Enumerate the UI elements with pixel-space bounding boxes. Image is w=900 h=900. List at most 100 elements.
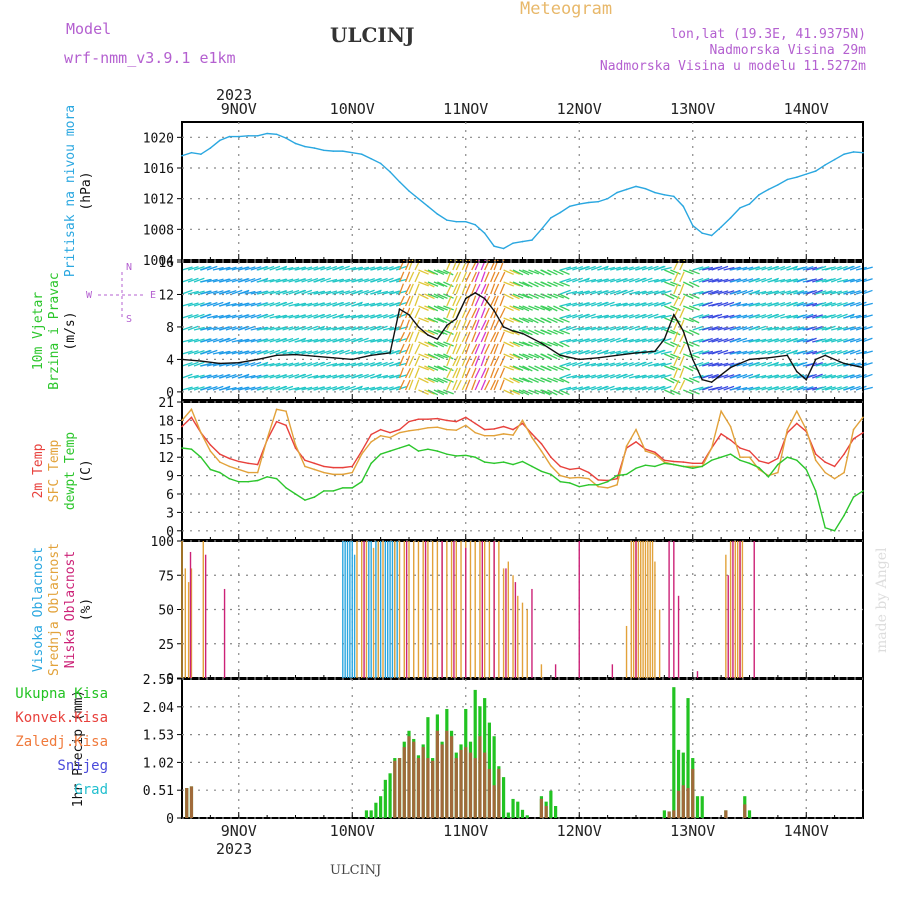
wind-barb xyxy=(352,301,363,307)
wind-barb xyxy=(193,277,205,283)
wind-barb xyxy=(269,301,281,307)
data-point xyxy=(190,408,193,411)
wind-barb xyxy=(768,302,780,307)
wind-barb xyxy=(579,313,590,319)
wind-barb xyxy=(610,350,621,355)
wind-barb xyxy=(288,362,300,367)
wind-barb xyxy=(660,374,672,379)
data-point xyxy=(313,462,316,465)
wind-barb xyxy=(579,277,590,283)
data-point xyxy=(247,462,250,465)
wind-barb xyxy=(780,290,792,295)
wind-barb xyxy=(288,326,300,331)
wind-barb xyxy=(702,266,714,271)
wind-barb xyxy=(376,266,388,271)
wind-barb xyxy=(660,290,672,295)
wind-barb xyxy=(717,290,729,295)
wind-barb xyxy=(231,325,243,331)
panel-frame xyxy=(181,678,864,819)
precip-bar xyxy=(681,785,685,818)
data-point xyxy=(814,453,817,455)
data-point xyxy=(786,456,789,459)
wind-barb xyxy=(628,290,640,295)
wind-barb xyxy=(566,290,578,295)
wind-barb xyxy=(815,326,827,331)
data-point xyxy=(833,477,836,480)
wind-barb xyxy=(547,377,558,383)
wind-barb xyxy=(345,301,356,307)
wind-barb xyxy=(250,313,262,319)
wind-barb xyxy=(774,265,786,271)
data-point xyxy=(256,471,259,474)
wind-barb xyxy=(263,290,275,295)
wind-barb xyxy=(755,302,767,307)
data-point xyxy=(474,422,477,425)
data-point xyxy=(512,463,514,466)
wind-barb xyxy=(622,277,634,283)
wind-barb xyxy=(225,337,237,343)
wind-barb xyxy=(345,278,357,283)
data-point xyxy=(654,453,656,455)
data-point xyxy=(455,455,458,457)
wind-barb xyxy=(774,278,786,283)
wind-barb xyxy=(689,341,700,347)
data-point xyxy=(219,139,221,142)
wind-barb xyxy=(670,293,681,300)
wind-barb xyxy=(689,329,700,336)
wind-barb xyxy=(231,314,243,319)
data-point xyxy=(275,354,278,357)
data-point xyxy=(824,471,826,474)
wind-barb xyxy=(231,289,243,295)
wind-barb xyxy=(339,362,351,367)
data-point xyxy=(209,450,212,452)
wind-barb xyxy=(831,290,842,295)
precip-bar xyxy=(473,758,477,818)
wind-barb xyxy=(821,385,833,391)
wind-barb xyxy=(474,271,480,283)
wind-barb xyxy=(404,355,411,367)
wind-barb xyxy=(225,302,237,307)
wind-barb xyxy=(282,326,294,331)
wind-barb xyxy=(301,350,313,355)
wind-barb xyxy=(288,266,300,271)
wind-barb xyxy=(471,307,478,319)
wind-barb xyxy=(780,314,792,319)
top-day-label: 14NOV xyxy=(784,100,829,118)
wind-barb xyxy=(314,386,326,391)
wind-barb xyxy=(398,271,405,283)
wind-barb xyxy=(522,329,533,336)
wind-barb xyxy=(181,289,193,295)
wind-barb xyxy=(181,338,193,343)
wind-barb xyxy=(701,385,713,391)
data-point xyxy=(512,434,514,436)
wind-barb xyxy=(301,278,313,283)
wind-barb xyxy=(717,338,729,343)
precip-bar xyxy=(492,785,496,818)
wind-barb xyxy=(509,341,520,348)
wind-barb xyxy=(276,301,288,307)
data-point xyxy=(843,453,845,455)
data-point xyxy=(852,428,855,431)
wind-barb xyxy=(455,343,462,355)
wind-barb xyxy=(528,293,539,299)
wind-barb xyxy=(512,305,524,311)
data-point xyxy=(843,362,845,365)
wind-barb xyxy=(333,290,345,295)
wind-barb xyxy=(471,319,477,331)
wind-barb xyxy=(499,355,506,367)
wind-barb xyxy=(660,362,672,367)
wind-barb xyxy=(231,386,243,391)
wind-barb xyxy=(358,350,370,355)
wind-barb xyxy=(193,338,205,343)
wind-barb xyxy=(358,373,369,379)
data-point xyxy=(446,219,448,221)
wind-barb xyxy=(780,301,792,307)
wind-barb xyxy=(553,317,564,323)
data-point xyxy=(540,450,543,452)
wind-barb xyxy=(269,385,281,391)
wind-barb xyxy=(815,301,827,307)
wind-barb xyxy=(628,338,640,343)
wind-barb xyxy=(654,326,666,331)
wind-barb xyxy=(616,302,628,307)
